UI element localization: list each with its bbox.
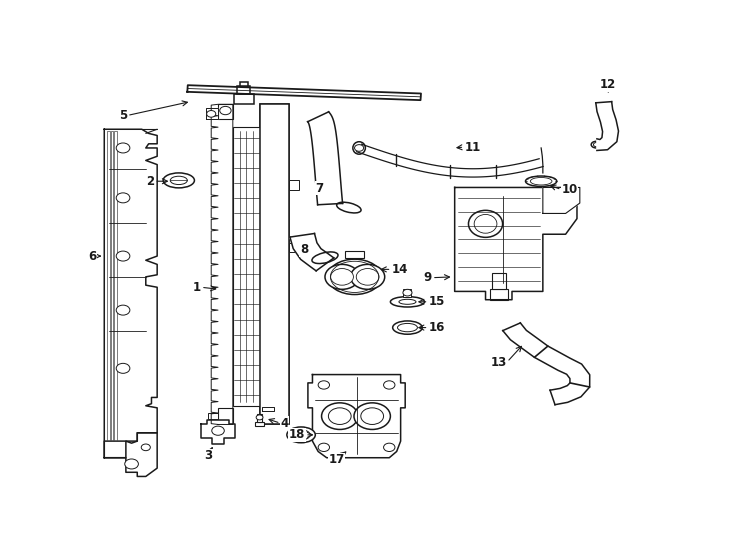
Circle shape xyxy=(318,443,330,451)
Polygon shape xyxy=(206,109,218,119)
Text: 12: 12 xyxy=(600,78,617,91)
Bar xyxy=(218,408,233,424)
Bar xyxy=(234,94,254,104)
Text: 1: 1 xyxy=(193,281,201,294)
Circle shape xyxy=(219,106,231,114)
Ellipse shape xyxy=(474,214,497,233)
Circle shape xyxy=(207,111,216,117)
Circle shape xyxy=(116,305,130,315)
Bar xyxy=(208,413,218,419)
Polygon shape xyxy=(503,323,589,404)
Ellipse shape xyxy=(170,176,187,185)
Polygon shape xyxy=(308,375,405,458)
Ellipse shape xyxy=(212,426,225,435)
Circle shape xyxy=(141,444,150,451)
Ellipse shape xyxy=(591,141,601,148)
Ellipse shape xyxy=(526,176,557,186)
Text: 15: 15 xyxy=(429,295,445,308)
Text: 18: 18 xyxy=(288,428,305,441)
Text: 4: 4 xyxy=(280,417,289,430)
Text: 14: 14 xyxy=(391,263,408,276)
Polygon shape xyxy=(211,104,233,424)
Text: 5: 5 xyxy=(119,109,127,122)
Text: 3: 3 xyxy=(204,449,212,462)
Ellipse shape xyxy=(468,210,503,238)
Circle shape xyxy=(355,145,363,151)
Ellipse shape xyxy=(163,173,195,188)
Ellipse shape xyxy=(327,259,382,294)
Ellipse shape xyxy=(312,252,338,264)
Text: 2: 2 xyxy=(146,175,154,188)
Circle shape xyxy=(116,363,130,373)
Polygon shape xyxy=(104,129,157,458)
Ellipse shape xyxy=(292,430,310,440)
Ellipse shape xyxy=(393,321,422,334)
Text: 17: 17 xyxy=(328,453,344,467)
Bar xyxy=(288,243,299,252)
Polygon shape xyxy=(262,407,274,411)
Bar xyxy=(237,86,250,94)
Text: 7: 7 xyxy=(315,182,324,195)
Polygon shape xyxy=(201,420,235,444)
Circle shape xyxy=(356,268,379,285)
Bar xyxy=(260,104,288,424)
Polygon shape xyxy=(596,102,619,151)
Circle shape xyxy=(354,403,390,429)
Polygon shape xyxy=(357,144,543,177)
Bar xyxy=(260,104,289,424)
Bar xyxy=(239,82,248,86)
Bar xyxy=(218,104,233,119)
Circle shape xyxy=(116,251,130,261)
Ellipse shape xyxy=(390,296,424,307)
Circle shape xyxy=(330,268,354,285)
Text: 13: 13 xyxy=(491,356,507,369)
Bar xyxy=(404,288,412,297)
Polygon shape xyxy=(543,187,580,213)
Circle shape xyxy=(361,408,384,424)
Bar xyxy=(492,273,506,289)
Circle shape xyxy=(116,193,130,203)
Polygon shape xyxy=(104,433,157,476)
Bar xyxy=(255,422,264,426)
Bar xyxy=(288,180,299,190)
Circle shape xyxy=(116,143,130,153)
Polygon shape xyxy=(290,233,334,271)
Bar xyxy=(345,251,364,258)
Circle shape xyxy=(256,415,263,420)
Circle shape xyxy=(594,143,599,147)
Ellipse shape xyxy=(398,323,418,332)
Text: 8: 8 xyxy=(299,244,308,256)
Ellipse shape xyxy=(353,141,366,154)
Text: 11: 11 xyxy=(465,140,481,153)
Circle shape xyxy=(318,381,330,389)
Bar xyxy=(114,131,117,456)
Ellipse shape xyxy=(287,427,316,443)
Bar xyxy=(490,289,508,300)
Bar xyxy=(257,414,263,422)
Circle shape xyxy=(125,459,139,469)
Circle shape xyxy=(351,265,385,289)
Polygon shape xyxy=(308,112,343,205)
Circle shape xyxy=(403,289,412,296)
Text: 16: 16 xyxy=(429,321,445,334)
Text: 9: 9 xyxy=(424,271,432,284)
Circle shape xyxy=(321,403,358,429)
Bar xyxy=(111,131,113,456)
Text: 6: 6 xyxy=(88,249,96,262)
Circle shape xyxy=(328,408,351,424)
Text: 10: 10 xyxy=(562,183,578,196)
Polygon shape xyxy=(454,187,577,300)
Ellipse shape xyxy=(531,178,552,185)
Ellipse shape xyxy=(337,202,361,213)
Bar xyxy=(233,127,260,406)
Bar xyxy=(107,131,110,456)
Circle shape xyxy=(384,381,395,389)
Circle shape xyxy=(325,265,359,289)
Circle shape xyxy=(384,443,395,451)
Ellipse shape xyxy=(399,299,416,305)
Polygon shape xyxy=(187,85,421,100)
